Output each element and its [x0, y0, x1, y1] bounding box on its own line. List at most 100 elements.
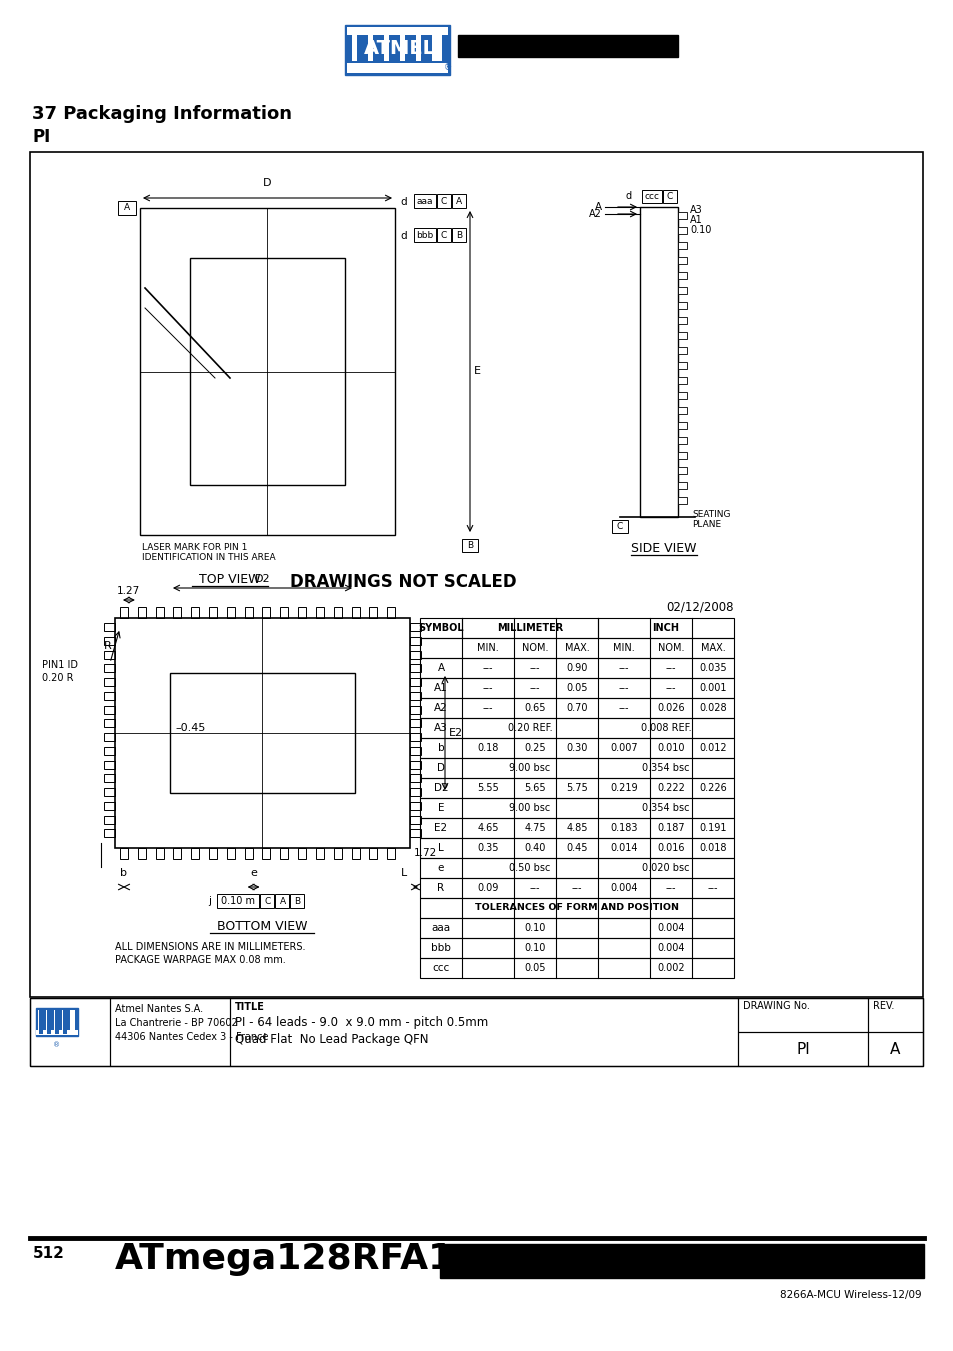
Bar [436, 228, 451, 242]
Bar [315, 848, 324, 859]
Text: ---: --- [618, 663, 629, 673]
Text: NOM.: NOM. [521, 643, 548, 653]
Bar [30, 998, 923, 1066]
Text: 0.05: 0.05 [566, 684, 587, 693]
Bar [410, 830, 420, 838]
Text: ---: --- [618, 684, 629, 693]
Text: 0.65: 0.65 [524, 703, 545, 713]
Bar [275, 894, 289, 908]
Bar [155, 848, 164, 859]
Text: E2: E2 [434, 823, 447, 834]
Text: bbb: bbb [431, 943, 451, 952]
Bar [345, 26, 450, 76]
Text: SIDE VIEW: SIDE VIEW [631, 542, 696, 555]
Text: 0.20 REF.: 0.20 REF. [507, 723, 552, 734]
Text: –0.45: –0.45 [174, 723, 205, 734]
Bar [678, 436, 686, 444]
Text: 0.014: 0.014 [610, 843, 638, 852]
Text: 0.45: 0.45 [566, 843, 587, 852]
Bar [36, 1029, 78, 1035]
Bar [439, 1244, 923, 1278]
Bar [410, 705, 420, 713]
Bar [120, 848, 128, 859]
Bar [244, 607, 253, 617]
Text: 0.020 bsc: 0.020 bsc [641, 863, 689, 873]
Bar [115, 617, 410, 848]
Text: ---: --- [482, 684, 493, 693]
Text: 0.354 bsc: 0.354 bsc [641, 763, 689, 773]
Bar [334, 848, 341, 859]
Text: 1.72: 1.72 [414, 848, 436, 858]
Bar [155, 607, 164, 617]
Text: 0.20 R: 0.20 R [42, 673, 73, 684]
Bar [641, 190, 661, 203]
Bar [104, 650, 115, 658]
Text: d: d [399, 197, 406, 207]
Bar [419, 717, 733, 738]
Text: 0.012: 0.012 [699, 743, 726, 753]
Bar [227, 848, 234, 859]
Bar [173, 848, 181, 859]
Bar [191, 607, 199, 617]
Text: C: C [666, 192, 673, 201]
Bar [678, 422, 686, 430]
Bar [30, 998, 110, 1066]
Bar [368, 35, 377, 61]
Text: 4.85: 4.85 [566, 823, 587, 834]
Bar [419, 917, 733, 938]
Bar [104, 774, 115, 782]
Bar [432, 35, 441, 61]
Bar [678, 347, 686, 354]
Bar [410, 801, 420, 809]
Bar [347, 27, 448, 35]
Text: D: D [263, 178, 272, 188]
Text: MAX.: MAX. [564, 643, 589, 653]
Text: aaa: aaa [431, 923, 450, 934]
Text: 0.50 bsc: 0.50 bsc [509, 863, 550, 873]
Text: Atmel Nantes S.A.: Atmel Nantes S.A. [115, 1004, 203, 1015]
Bar [436, 195, 451, 208]
Text: A1: A1 [689, 215, 702, 226]
Text: PIN1 ID: PIN1 ID [42, 661, 78, 670]
Text: A: A [456, 196, 461, 205]
Bar [414, 195, 436, 208]
Bar [227, 607, 234, 617]
Bar [867, 1032, 923, 1066]
Bar [414, 228, 436, 242]
Bar [217, 894, 259, 908]
Text: ---: --- [482, 663, 493, 673]
Text: PI: PI [32, 128, 51, 146]
Text: 0.18: 0.18 [476, 743, 498, 753]
Bar [104, 692, 115, 700]
Bar [405, 35, 411, 61]
Bar [280, 848, 288, 859]
Bar [356, 35, 363, 61]
Bar [678, 303, 686, 309]
Text: 0.018: 0.018 [699, 843, 726, 852]
Bar [678, 242, 686, 249]
Bar [30, 153, 923, 997]
Bar [678, 317, 686, 324]
Bar [387, 848, 395, 859]
Text: MIN.: MIN. [476, 643, 498, 653]
Text: PI - 64 leads - 9.0  x 9.0 mm - pitch 0.5mm: PI - 64 leads - 9.0 x 9.0 mm - pitch 0.5… [234, 1016, 488, 1029]
Bar [170, 673, 355, 793]
Bar [678, 392, 686, 399]
Bar [410, 650, 420, 658]
Text: SEATING
PLANE: SEATING PLANE [691, 509, 730, 530]
Bar [738, 1032, 867, 1066]
Text: 0.219: 0.219 [610, 784, 638, 793]
Bar [173, 607, 181, 617]
Text: MAX.: MAX. [700, 643, 724, 653]
Bar [410, 719, 420, 727]
Bar [39, 1011, 43, 1034]
Text: 0.028: 0.028 [699, 703, 726, 713]
Bar [419, 898, 733, 917]
Bar [104, 816, 115, 824]
Text: 0.004: 0.004 [610, 884, 638, 893]
Bar [104, 830, 115, 838]
Text: MIN.: MIN. [613, 643, 634, 653]
Bar [410, 774, 420, 782]
Bar [457, 35, 678, 57]
Bar [399, 35, 410, 61]
